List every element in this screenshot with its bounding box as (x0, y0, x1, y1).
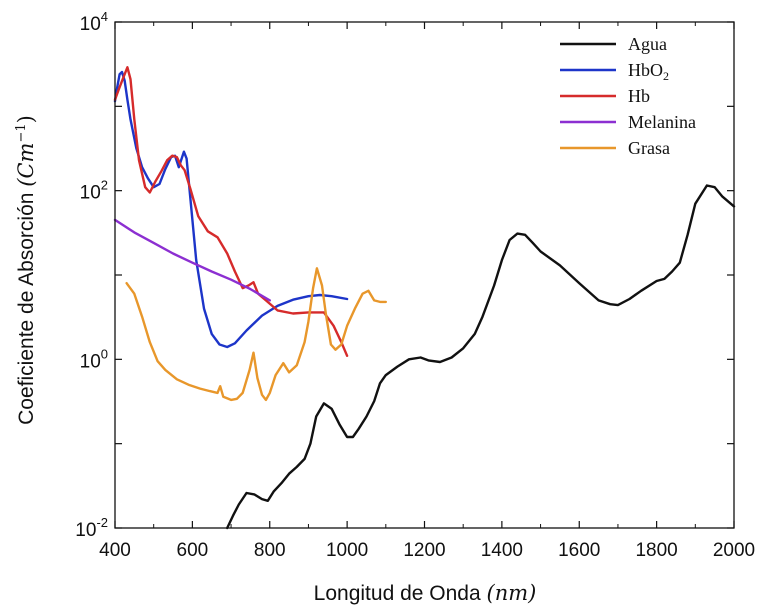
y-axis-title-unit-exponent: −1 (14, 123, 29, 142)
legend-label-hb: Hb (628, 86, 650, 106)
y-axis-title-text: Coeficiente de Absorción (15, 193, 38, 425)
x-tick-label: 600 (177, 540, 209, 561)
series-line-grasa (125, 267, 387, 402)
legend-label-agua: Agua (628, 34, 667, 54)
x-tick-label: 1200 (403, 540, 445, 561)
x-tick-label: 1800 (635, 540, 677, 561)
x-tick-label: 1400 (481, 540, 523, 561)
legend-label-grasa: Grasa (628, 138, 670, 158)
series-line-hb (113, 66, 349, 357)
legend: Agua HbO2 Hb Melanina Grasa (560, 34, 696, 158)
x-tick-label: 800 (254, 540, 286, 561)
y-tick-label: 100 (80, 346, 108, 372)
series-layer (113, 66, 736, 530)
legend-label-hbo: HbO2 (628, 60, 669, 83)
x-axis-title-unit: (nm) (487, 581, 537, 605)
x-axis: 400 600 800 1000 1200 1400 1600 1800 2000 (99, 22, 755, 561)
series-line-hbo (113, 70, 349, 349)
x-tick-label: 400 (99, 540, 131, 561)
x-tick-label: 1600 (558, 540, 600, 561)
legend-label-melanina: Melanina (628, 112, 696, 132)
series-line-agua (226, 184, 736, 530)
x-axis-title-text: Longitud de Onda (314, 582, 481, 605)
y-tick-label: 10-2 (75, 515, 108, 541)
y-tick-label: 104 (80, 9, 108, 35)
y-tick-label: 102 (80, 178, 108, 204)
x-tick-label: 1000 (326, 540, 368, 561)
y-axis-title-unit: (Cm (14, 143, 38, 187)
x-tick-label: 2000 (713, 540, 755, 561)
x-axis-title: Longitud de Onda (nm) (314, 581, 537, 605)
y-axis-title: Coeficiente de Absorción (Cm−1) (14, 115, 38, 425)
y-axis-title-unit-close: ) (14, 115, 38, 123)
series-line-melanina (113, 218, 271, 302)
y-axis: 10-2 100 102 104 (75, 9, 734, 541)
